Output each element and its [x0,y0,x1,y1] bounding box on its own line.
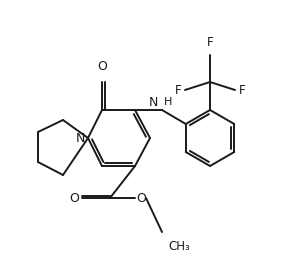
Text: N: N [75,132,85,146]
Text: O: O [136,193,146,206]
Text: CH₃: CH₃ [168,240,190,253]
Text: F: F [174,84,181,97]
Text: F: F [207,36,213,49]
Text: H: H [164,97,172,107]
Text: O: O [97,60,107,73]
Text: N: N [149,95,158,109]
Text: O: O [69,193,79,206]
Text: F: F [239,84,246,97]
